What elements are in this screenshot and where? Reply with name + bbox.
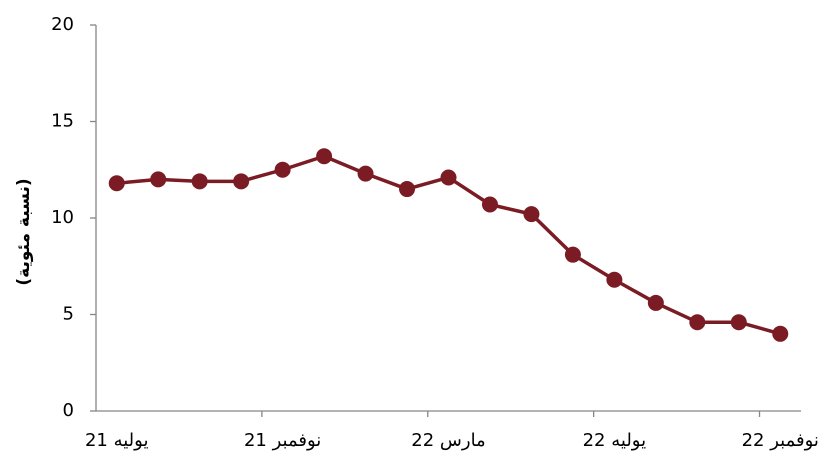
x-tick-label: مارس 22 bbox=[411, 430, 485, 451]
y-axis-label: (نسبة مئوية) bbox=[14, 178, 34, 285]
marker bbox=[772, 325, 789, 342]
y-tick-label: 10 bbox=[51, 207, 74, 228]
marker bbox=[481, 196, 498, 213]
marker bbox=[357, 165, 374, 182]
marker bbox=[399, 181, 416, 198]
x-tick-label: يوليه 22 bbox=[583, 430, 647, 451]
marker bbox=[647, 294, 664, 311]
y-tick-label: 20 bbox=[51, 14, 74, 35]
marker bbox=[191, 173, 208, 190]
marker bbox=[523, 206, 540, 223]
marker bbox=[233, 173, 250, 190]
x-tick-label: يوليه 21 bbox=[85, 430, 149, 451]
x-tick-label: نوفمبر 22 bbox=[742, 430, 819, 451]
marker bbox=[564, 246, 581, 263]
marker bbox=[150, 171, 167, 188]
marker bbox=[274, 161, 291, 178]
marker bbox=[606, 271, 623, 288]
x-tick-label: نوفمبر 21 bbox=[244, 430, 321, 451]
y-tick-label: 5 bbox=[63, 304, 74, 325]
marker bbox=[108, 175, 125, 192]
y-tick-label: 15 bbox=[51, 111, 74, 132]
marker bbox=[316, 148, 333, 165]
marker bbox=[730, 314, 747, 331]
marker bbox=[689, 314, 706, 331]
y-tick-label: 0 bbox=[63, 400, 74, 421]
marker bbox=[440, 169, 457, 186]
